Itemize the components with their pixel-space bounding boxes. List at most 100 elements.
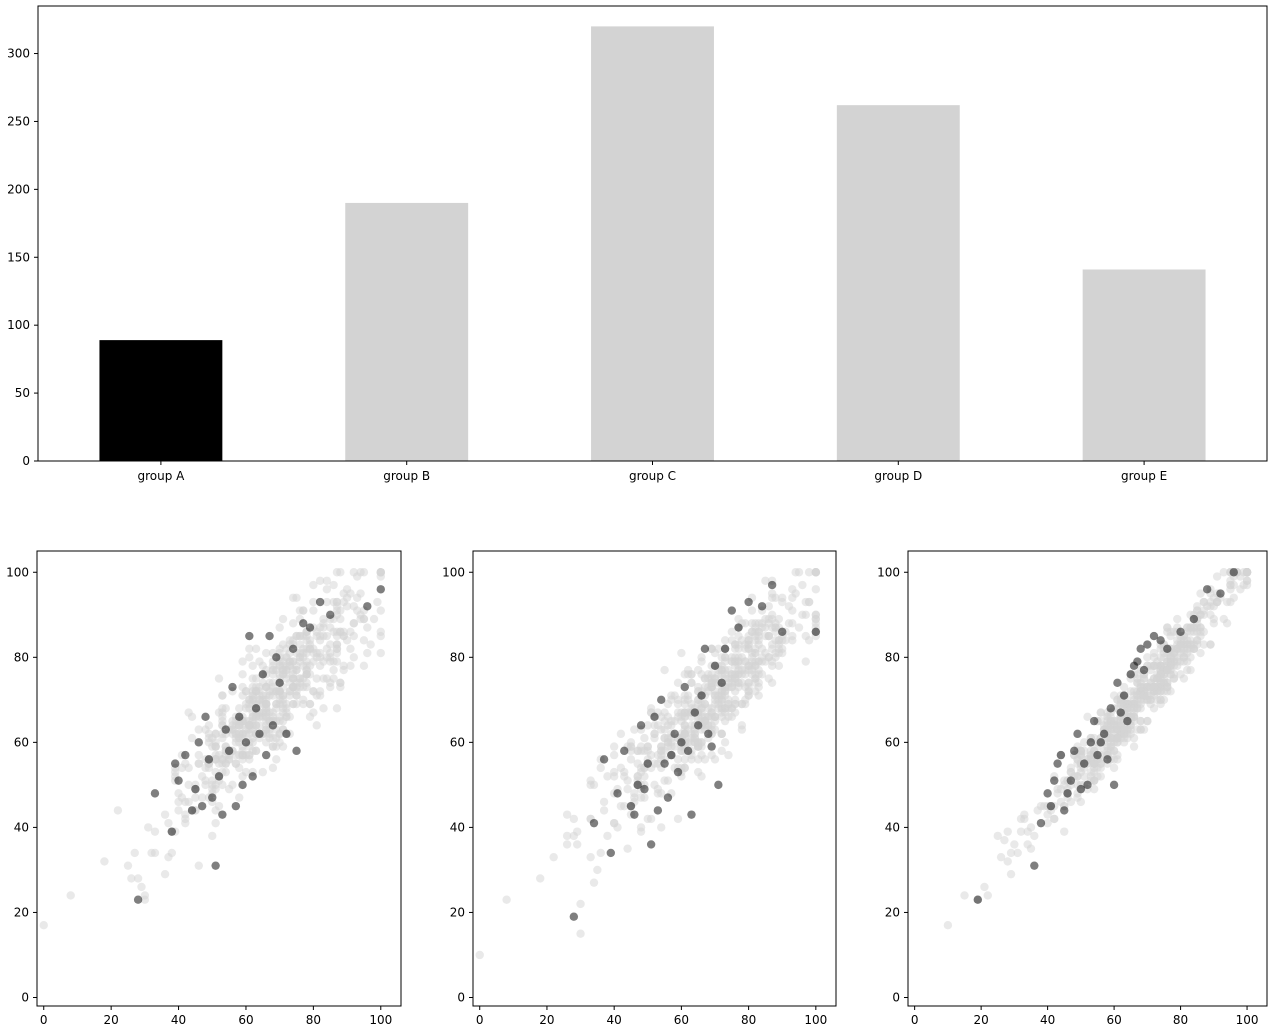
background-point xyxy=(1020,810,1029,819)
y-tick-label: 40 xyxy=(450,820,465,834)
background-point xyxy=(248,661,257,671)
background-point xyxy=(336,678,345,688)
background-point xyxy=(697,670,706,679)
background-point xyxy=(1096,708,1105,717)
background-point xyxy=(359,661,369,671)
background-point xyxy=(774,636,784,645)
background-point xyxy=(1219,568,1228,577)
y-tick-label: 150 xyxy=(7,250,30,264)
y-tick-label: 40 xyxy=(885,820,900,834)
background-point xyxy=(1209,614,1219,624)
background-point xyxy=(352,606,362,615)
background-point xyxy=(315,631,325,641)
background-point xyxy=(1089,759,1099,768)
highlight-point xyxy=(299,619,308,628)
background-point xyxy=(562,831,572,841)
background-point xyxy=(663,699,673,709)
background-point xyxy=(342,636,352,645)
highlight-point xyxy=(1096,738,1105,747)
background-point xyxy=(980,882,989,892)
highlight-point xyxy=(727,606,737,615)
background-point xyxy=(352,593,362,602)
background-point xyxy=(673,755,683,764)
background-point xyxy=(720,738,730,747)
background-point xyxy=(147,848,156,858)
background-point xyxy=(1206,640,1215,649)
highlight-point xyxy=(1050,776,1059,785)
highlight-point xyxy=(1139,665,1149,675)
background-point xyxy=(767,589,777,598)
background-point xyxy=(170,767,180,777)
background-point xyxy=(1139,691,1149,700)
background-point xyxy=(717,653,726,662)
background-point xyxy=(788,631,797,641)
background-point xyxy=(1096,763,1105,773)
x-tick-label: group C xyxy=(629,469,676,483)
highlight-point xyxy=(1163,644,1172,654)
background-point xyxy=(798,580,807,590)
background-point xyxy=(299,661,308,671)
background-point xyxy=(774,661,784,671)
highlight-point xyxy=(717,678,726,688)
background-point xyxy=(572,827,582,836)
background-point xyxy=(174,806,183,815)
y-tick-label: 300 xyxy=(7,47,30,61)
highlight-point xyxy=(1189,614,1199,624)
background-point xyxy=(996,852,1006,862)
x-tick-label: group B xyxy=(383,469,430,483)
background-point xyxy=(1133,704,1142,713)
scatter-plot-3: 0 20 40 60 80 100 0 20 40 60 80 100 xyxy=(877,550,1268,1027)
background-point xyxy=(724,665,733,675)
background-point xyxy=(569,814,579,824)
background-point xyxy=(1083,712,1092,722)
background-point xyxy=(251,721,261,730)
background-point xyxy=(339,665,348,675)
background-point xyxy=(680,695,689,705)
background-point xyxy=(1079,772,1089,781)
background-point xyxy=(339,627,348,636)
highlight-point xyxy=(657,695,666,705)
background-point xyxy=(352,572,362,581)
background-point xyxy=(211,755,220,764)
background-point xyxy=(599,797,609,807)
background-point xyxy=(194,750,203,760)
y-tick-label: 0 xyxy=(21,990,29,1004)
background-point xyxy=(346,661,355,671)
background-point xyxy=(1149,661,1159,671)
background-point xyxy=(235,793,244,802)
highlight-point xyxy=(1149,631,1159,641)
background-point xyxy=(609,750,619,760)
background-point xyxy=(299,644,308,654)
highlight-point xyxy=(1176,627,1185,636)
highlight-point xyxy=(1066,776,1076,785)
highlight-point xyxy=(667,750,676,760)
background-point xyxy=(502,895,511,904)
plot-frame xyxy=(472,550,837,1007)
highlight-point xyxy=(235,712,244,722)
background-point xyxy=(677,648,686,658)
background-point xyxy=(319,674,328,683)
bar-group-e xyxy=(1082,269,1206,461)
background-point xyxy=(1053,784,1062,794)
background-point xyxy=(302,636,311,645)
background-point xyxy=(1143,653,1152,662)
background-point xyxy=(329,627,338,636)
background-point xyxy=(214,674,224,683)
background-point xyxy=(1043,810,1052,819)
background-point xyxy=(144,823,153,832)
background-point xyxy=(1176,644,1185,654)
background-point xyxy=(1109,746,1119,756)
background-point xyxy=(268,733,278,743)
background-point xyxy=(211,818,220,828)
highlight-point xyxy=(363,602,372,611)
background-point xyxy=(1199,627,1209,636)
background-point xyxy=(238,682,247,692)
background-point xyxy=(1013,848,1022,858)
background-point xyxy=(288,619,298,628)
background-point xyxy=(346,644,355,654)
background-point xyxy=(302,670,311,679)
background-point xyxy=(717,746,726,756)
background-point xyxy=(620,772,629,781)
highlight-point xyxy=(292,746,301,756)
background-point xyxy=(983,891,992,900)
